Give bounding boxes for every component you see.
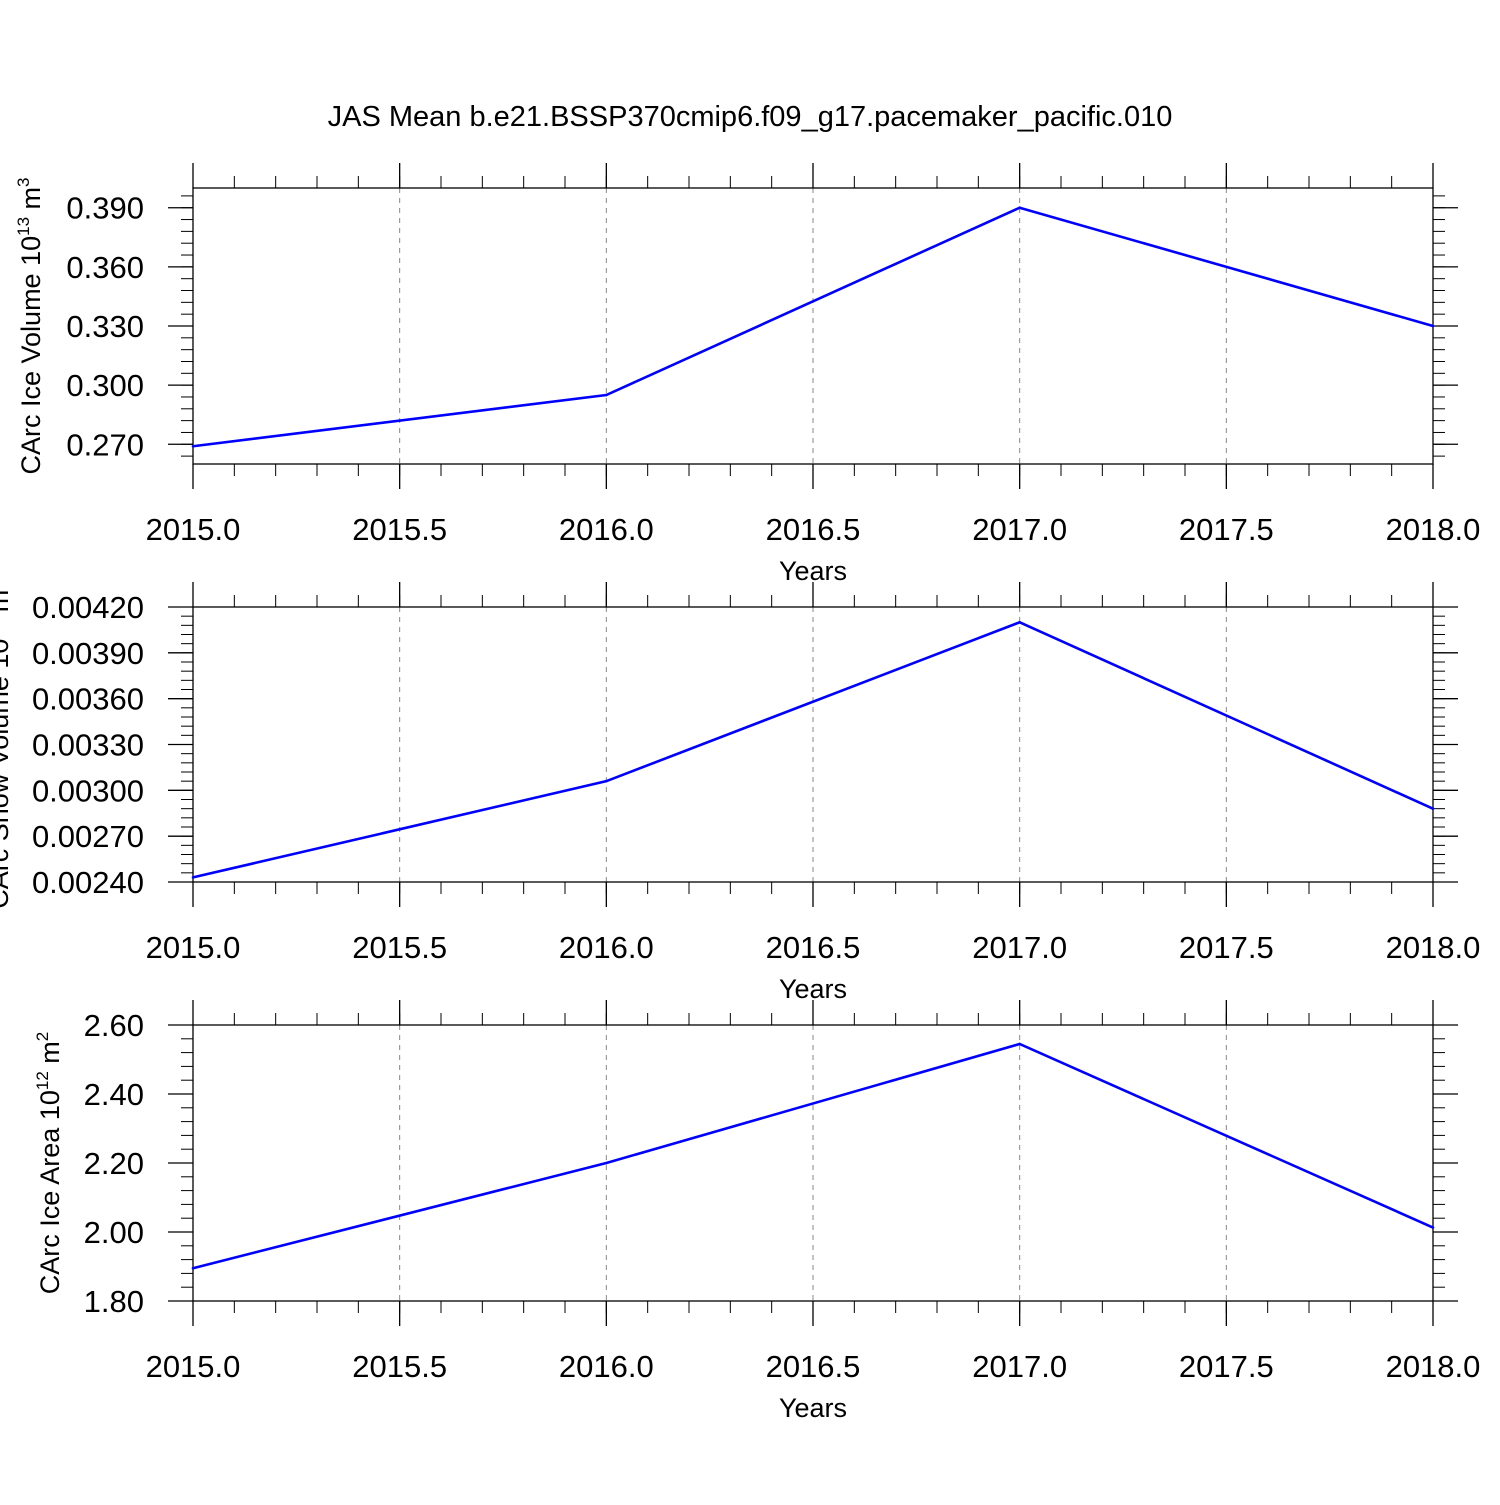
x-tick-label: 2016.0 <box>559 512 654 547</box>
x-tick-label: 2015.0 <box>146 930 241 965</box>
series-line <box>192 1042 1434 1270</box>
data-point <box>605 1161 608 1165</box>
data-point <box>605 393 608 397</box>
y-tick-label: 2.00 <box>84 1215 144 1250</box>
y-axis-label-part: 12 <box>33 1071 52 1090</box>
y-tick-label: 0.300 <box>66 368 144 403</box>
y-tick-label: 2.60 <box>84 1008 144 1043</box>
y-tick-label: 2.20 <box>84 1146 144 1181</box>
y-axis-label-part: CArc Ice Area 10 <box>35 1090 65 1294</box>
y-axis-label-part: m <box>35 1041 65 1071</box>
x-tick-label: 2015.0 <box>146 512 241 547</box>
data-point <box>1018 206 1021 210</box>
y-tick-label: 0.360 <box>66 250 144 285</box>
series-line <box>192 206 1434 448</box>
x-axis-label: Years <box>779 974 847 1004</box>
x-tick-label: 2016.5 <box>766 1349 861 1384</box>
data-point <box>1018 620 1021 624</box>
y-axis-label-part: m <box>0 590 14 620</box>
y-tick-label: 0.330 <box>66 309 144 344</box>
x-tick-label: 2017.0 <box>972 930 1067 965</box>
y-axis-label-part: 3 <box>0 580 1 589</box>
x-tick-label: 2018.0 <box>1386 930 1481 965</box>
data-point <box>191 876 195 879</box>
y-tick-label: 0.00300 <box>32 773 144 808</box>
x-tick-label: 2017.0 <box>972 512 1067 547</box>
y-axis-label-part: 13 <box>0 620 1 639</box>
x-tick-label: 2018.0 <box>1386 512 1481 547</box>
x-tick-label: 2016.0 <box>559 1349 654 1384</box>
x-tick-label: 2017.0 <box>972 1349 1067 1384</box>
y-tick-label: 0.270 <box>66 427 144 462</box>
y-axis-label-part: 2 <box>33 1032 52 1041</box>
x-tick-label: 2016.5 <box>766 930 861 965</box>
x-tick-label: 2018.0 <box>1386 1349 1481 1384</box>
x-axis-label: Years <box>779 1393 847 1423</box>
y-tick-label: 0.00240 <box>32 865 144 900</box>
x-tick-label: 2015.5 <box>352 930 447 965</box>
x-tick-label: 2016.5 <box>766 512 861 547</box>
y-tick-label: 0.00330 <box>32 728 144 763</box>
x-axis-label: Years <box>779 556 847 586</box>
panel-2: 2015.0 2015.5 2016.0 2016.5 2017.0 2017.5 2018… <box>0 580 1480 1004</box>
x-tick-label: 2015.5 <box>352 1349 447 1384</box>
y-tick-label: 0.00360 <box>32 682 144 717</box>
chart-title: JAS Mean b.e21.BSSP370cmip6.f09_g17.pace… <box>328 101 1173 133</box>
y-axis-label: CArc Snow Volume 1013 m3 <box>0 580 14 909</box>
data-point <box>605 779 608 783</box>
y-axis-label-part: CArc Snow Volume 10 <box>0 639 14 909</box>
data-point <box>1431 1226 1435 1229</box>
data-point <box>1431 324 1435 328</box>
y-axis-label: CArc Ice Volume 1013 m3 <box>14 177 46 474</box>
data-point <box>1018 1042 1021 1046</box>
y-tick-label: 0.00420 <box>32 590 144 625</box>
y-tick-label: 0.00390 <box>32 636 144 671</box>
y-tick-label: 0.390 <box>66 191 144 226</box>
panel-1: 2015.0 2015.5 2016.0 2016.5 2017.0 2017.5 2018… <box>14 163 1480 586</box>
y-axis-label-part: m <box>16 187 46 217</box>
x-tick-label: 2015.0 <box>146 1349 241 1384</box>
data-point <box>191 1266 195 1270</box>
x-tick-label: 2016.0 <box>559 930 654 965</box>
data-point <box>1431 807 1435 810</box>
data-point <box>191 444 195 448</box>
series-line <box>192 620 1434 879</box>
y-axis-label-part: 13 <box>14 217 33 236</box>
y-axis-label-part: CArc Ice Volume 10 <box>16 236 46 475</box>
x-tick-label: 2015.5 <box>352 512 447 547</box>
x-tick-label: 2017.5 <box>1179 512 1274 547</box>
y-tick-label: 1.80 <box>84 1284 144 1319</box>
panel-3: 2015.0 2015.5 2016.0 2016.5 2017.0 2017.5 2018… <box>33 1000 1480 1423</box>
y-tick-label: 0.00270 <box>32 819 144 854</box>
y-axis-label-part: 3 <box>14 177 33 186</box>
x-tick-label: 2017.5 <box>1179 930 1274 965</box>
x-tick-label: 2017.5 <box>1179 1349 1274 1384</box>
y-tick-label: 2.40 <box>84 1077 144 1112</box>
y-axis-label: CArc Ice Area 1012 m2 <box>33 1032 65 1295</box>
